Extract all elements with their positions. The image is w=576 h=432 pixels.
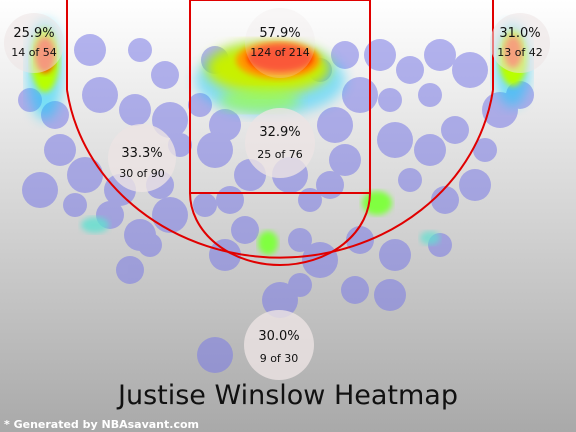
zone-count: 30 of 90 — [119, 167, 165, 180]
shot-blob — [188, 93, 212, 117]
zone-left-corner-three: 25.9% 14 of 54 — [4, 13, 64, 73]
shot-blob — [74, 34, 106, 66]
shot-blob — [193, 193, 217, 217]
shot-blob — [152, 102, 188, 138]
shot-blob — [431, 186, 459, 214]
shot-blob — [398, 168, 422, 192]
shot-blob — [231, 216, 259, 244]
shot-blob — [197, 132, 233, 168]
shot-blob — [288, 273, 312, 297]
hotspot-right-wing — [420, 231, 440, 245]
zone-circle — [245, 8, 315, 78]
shot-blob — [216, 186, 244, 214]
shot-blob — [152, 197, 188, 233]
shot-blob — [342, 77, 378, 113]
zone-circle — [4, 13, 64, 73]
zone-above-break-three: 30.0% 9 of 30 — [244, 310, 314, 380]
shot-blob — [302, 242, 338, 278]
hotspot-restricted-area — [195, 41, 345, 115]
shot-blob — [441, 116, 469, 144]
zone-restricted-area: 57.9% 124 of 214 — [245, 8, 315, 78]
shot-blob — [138, 233, 162, 257]
shot-blob — [128, 38, 152, 62]
chart-title: Justise Winslow Heatmap — [118, 380, 458, 411]
shot-blob — [82, 77, 118, 113]
shot-blob — [288, 228, 312, 252]
zone-pct: 31.0% — [499, 26, 540, 41]
zone-right-corner-three: 31.0% 13 of 42 — [490, 13, 550, 73]
shot-blob — [341, 276, 369, 304]
zone-pct: 32.9% — [259, 125, 300, 140]
zone-pct: 30.0% — [258, 329, 299, 344]
shot-blob — [379, 239, 411, 271]
shot-blob — [151, 61, 179, 89]
shot-blob — [396, 56, 424, 84]
zone-pct: 57.9% — [259, 26, 300, 41]
zone-count: 14 of 54 — [11, 46, 57, 59]
shot-blob — [116, 256, 144, 284]
shot-blob — [331, 41, 359, 69]
zone-count: 25 of 76 — [257, 148, 303, 161]
free-throw-arc — [189, 192, 371, 266]
shot-blob — [316, 171, 344, 199]
zone-mid-range: 33.3% 30 of 90 — [108, 124, 176, 192]
zone-paint-non-ra: 32.9% 25 of 76 — [245, 108, 315, 178]
zone-labels: 25.9% 14 of 54 57.9% 124 of 214 31.0% 13… — [4, 8, 550, 380]
shot-blob — [317, 107, 353, 143]
zone-circle — [245, 108, 315, 178]
shot-blob — [262, 282, 298, 318]
shot-blob — [44, 134, 76, 166]
shot-blob — [473, 138, 497, 162]
shot-blob — [377, 122, 413, 158]
shot-blob — [364, 39, 396, 71]
shot-blob — [424, 39, 456, 71]
shot-blob — [119, 94, 151, 126]
paint-lane — [189, 0, 371, 194]
credit-text: * Generated by NBAsavant.com — [4, 418, 199, 431]
hotspot-left-wing — [81, 217, 109, 233]
court-lines — [66, 0, 494, 266]
zone-count: 9 of 30 — [260, 352, 299, 365]
shot-blob — [418, 83, 442, 107]
shot-blob — [67, 157, 103, 193]
shot-blob — [209, 239, 241, 271]
zone-count: 124 of 214 — [250, 46, 310, 59]
three-point-arc — [66, 89, 494, 259]
shot-blob — [378, 88, 402, 112]
shot-blob — [414, 134, 446, 166]
shot-blob — [459, 169, 491, 201]
zone-pct: 33.3% — [121, 146, 162, 161]
zone-circle — [490, 13, 550, 73]
shot-blob — [63, 193, 87, 217]
hotspot-free-throw — [258, 231, 278, 255]
shot-blob — [197, 337, 233, 373]
shot-blob — [22, 172, 58, 208]
zone-pct: 25.9% — [13, 26, 54, 41]
shot-blob — [374, 279, 406, 311]
zone-count: 13 of 42 — [497, 46, 543, 59]
zone-circle — [244, 310, 314, 380]
zone-circle — [108, 124, 176, 192]
shot-blob — [452, 52, 488, 88]
shot-blob — [329, 144, 361, 176]
